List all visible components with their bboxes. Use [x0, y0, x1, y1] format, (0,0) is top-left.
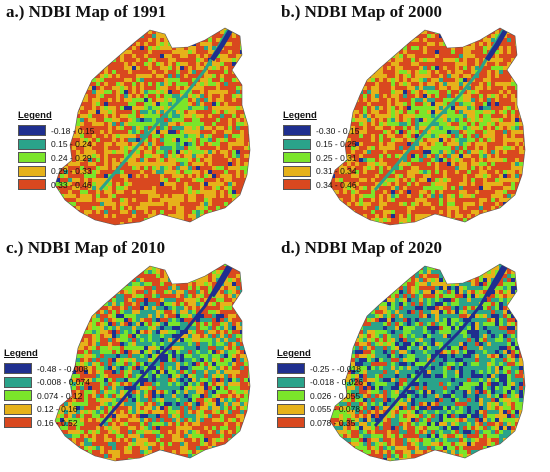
legend-swatch — [4, 376, 32, 388]
legend-label: -0.018 - 0.026 — [310, 377, 363, 388]
legend-label: -0.18 - 0.15 — [51, 125, 95, 136]
study-area-boundary — [54, 27, 251, 226]
legend-label: 0.31 - 0.34 — [316, 166, 357, 177]
legend-item: 0.24 - 0.29 — [18, 151, 94, 165]
legend-swatch — [283, 138, 311, 150]
legend-title: Legend — [277, 348, 311, 359]
ndbi-map-2010 — [54, 263, 251, 462]
study-area-boundary — [54, 263, 251, 462]
legend-item: 0.15 - 0.24 — [18, 138, 94, 152]
legend-label: -0.48 - -0.008 — [37, 363, 89, 374]
study-area-boundary — [329, 27, 526, 226]
legend-swatch — [4, 390, 32, 402]
legend-item: 0.33 - 0.46 — [18, 178, 94, 192]
legend-swatch — [18, 179, 46, 191]
legend-swatch — [277, 363, 305, 375]
panel-2000: b.) NDBI Map of 2000 Legend -0.30 - 0.15… — [275, 0, 550, 236]
legend-swatch — [18, 152, 46, 164]
panel-title: c.) NDBI Map of 2010 — [6, 238, 166, 257]
legend-label: 0.24 - 0.29 — [51, 152, 92, 163]
legend-swatch — [277, 403, 305, 415]
legend-label: 0.25 - 0.31 — [316, 152, 357, 163]
legend-item: -0.48 - -0.008 — [4, 362, 90, 376]
panel-title: a.) NDBI Map of 1991 — [6, 2, 167, 21]
ndbi-map-2020 — [329, 263, 526, 462]
legend-label: -0.25 - -0.018 — [310, 363, 362, 374]
legend-item: 0.25 - 0.31 — [283, 151, 359, 165]
legend-swatch — [4, 417, 32, 429]
panel-2010: c.) NDBI Map of 2010 Legend -0.48 - -0.0… — [0, 236, 275, 472]
legend-swatch — [283, 179, 311, 191]
legend: Legend -0.30 - 0.15 0.15 - 0.25 0.25 - 0… — [283, 110, 359, 192]
ndbi-map-2000 — [329, 27, 526, 226]
legend-swatch — [277, 376, 305, 388]
panel-2020: d.) NDBI Map of 2020 Legend -0.25 - -0.0… — [275, 236, 550, 472]
legend: Legend -0.18 - 0.15 0.15 - 0.24 0.24 - 0… — [18, 110, 94, 192]
legend-swatch — [283, 125, 311, 137]
legend-label: -0.008 - 0.074 — [37, 377, 90, 388]
legend-item: -0.008 - 0.074 — [4, 376, 90, 390]
legend-label: 0.29 - 0.33 — [51, 166, 92, 177]
legend-item: 0.31 - 0.34 — [283, 165, 359, 179]
legend-item: 0.026 - 0.055 — [277, 389, 363, 403]
legend-label: 0.34 - 0.46 — [316, 179, 357, 190]
legend-swatch — [4, 403, 32, 415]
legend-item: 0.074 - 0.12 — [4, 389, 90, 403]
legend-label: -0.30 - 0.15 — [316, 125, 360, 136]
legend-label: 0.074 - 0.12 — [37, 390, 83, 401]
legend-item: 0.078 - 0.35 — [277, 416, 363, 430]
legend-item: 0.15 - 0.25 — [283, 138, 359, 152]
legend-swatch — [283, 152, 311, 164]
legend-label: 0.055 - 0.078 — [310, 404, 361, 415]
legend-title: Legend — [4, 348, 38, 359]
legend-label: 0.15 - 0.24 — [51, 139, 92, 150]
legend-label: 0.078 - 0.35 — [310, 417, 356, 428]
legend-title: Legend — [283, 110, 317, 121]
legend-swatch — [277, 390, 305, 402]
legend-swatch — [283, 165, 311, 177]
legend-item: 0.29 - 0.33 — [18, 165, 94, 179]
legend-item: -0.25 - -0.018 — [277, 362, 363, 376]
legend-item: 0.12 - 0.16 — [4, 403, 90, 417]
raster-cells — [330, 28, 525, 225]
panel-1991: a.) NDBI Map of 1991 Legend -0.18 - 0.15… — [0, 0, 275, 236]
panel-title: b.) NDBI Map of 2000 — [281, 2, 443, 21]
legend-swatch — [18, 125, 46, 137]
legend-title: Legend — [18, 110, 52, 121]
ndbi-map-1991 — [54, 27, 251, 226]
legend: Legend -0.25 - -0.018 -0.018 - 0.026 0.0… — [277, 348, 363, 430]
legend-label: 0.15 - 0.25 — [316, 139, 357, 150]
legend-item: 0.055 - 0.078 — [277, 403, 363, 417]
legend-label: 0.026 - 0.055 — [310, 390, 361, 401]
legend-item: 0.16 - 0.52 — [4, 416, 90, 430]
legend-swatch — [277, 417, 305, 429]
legend-item: -0.018 - 0.026 — [277, 376, 363, 390]
legend-swatch — [18, 165, 46, 177]
legend-swatch — [4, 363, 32, 375]
legend-item: 0.34 - 0.46 — [283, 178, 359, 192]
legend-label: 0.16 - 0.52 — [37, 417, 78, 428]
legend-item: -0.18 - 0.15 — [18, 124, 94, 138]
legend-swatch — [18, 138, 46, 150]
legend-label: 0.33 - 0.46 — [51, 179, 92, 190]
study-area-boundary — [329, 263, 526, 462]
legend-label: 0.12 - 0.16 — [37, 404, 78, 415]
panel-title: d.) NDBI Map of 2020 — [281, 238, 443, 257]
legend-item: -0.30 - 0.15 — [283, 124, 359, 138]
legend: Legend -0.48 - -0.008 -0.008 - 0.074 0.0… — [4, 348, 90, 430]
